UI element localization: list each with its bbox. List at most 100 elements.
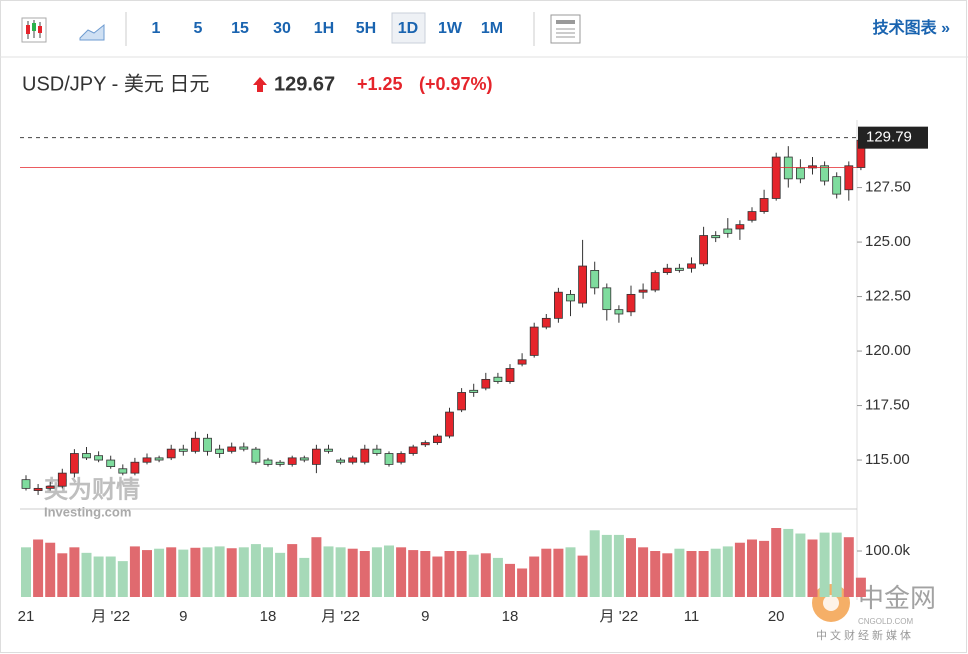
candle-body [190,437,200,452]
volume-bar [686,551,697,597]
candle-body [735,224,745,230]
candle-body [239,446,249,450]
logo-text: 中金网 [858,583,936,613]
candle-body [324,448,333,452]
interval-button[interactable]: 1H [314,20,334,37]
volume-bar [444,551,455,597]
candle-body [82,453,91,459]
technical-link[interactable]: 技术图表 » [873,18,950,37]
price-badge-label: 129.79 [866,129,912,146]
x-tick-label: 月 '22 [321,608,360,625]
volume-bar [45,542,56,597]
interval-button[interactable]: 1 [152,20,161,37]
candle-body [118,468,128,474]
candle-body [759,198,769,212]
volume-bar [238,547,249,597]
x-tick-label: 18 [260,608,277,625]
volume-bar [771,528,782,597]
candle-body [590,270,600,289]
interval-button[interactable]: 1W [438,20,463,37]
volume-bar [142,550,152,597]
y-tick-label: 127.50 [865,179,911,196]
candle-body [783,156,793,180]
volume-bar [105,556,116,597]
candle-body [57,472,67,487]
volume-bar [190,547,201,597]
candle-body [203,437,212,452]
interval-button[interactable]: 1D [398,20,418,37]
candle-body [614,309,624,315]
candle-body [481,378,491,389]
candle-body [554,291,563,319]
candle-body [844,165,854,191]
candle-body [142,457,152,463]
volume-bar [674,548,685,597]
volume-bar [420,551,431,597]
volume-bar [553,548,564,597]
volume-bar [541,548,552,597]
candle-icon[interactable] [21,17,47,43]
volume-bar [396,547,407,597]
candle-body [566,293,575,302]
candle-body [432,435,442,444]
interval-button[interactable]: 15 [231,20,249,37]
x-tick-label: 21 [18,608,35,625]
volume-bar [747,539,757,597]
candle-body [602,287,612,311]
volume-bar [577,555,588,597]
volume-bar [505,563,515,597]
candle-body [45,485,55,489]
candle-body [626,293,636,313]
candle-body [420,442,430,446]
active-interval [391,12,426,44]
change-pct: (+0.97%) [419,74,493,94]
volume-bar [710,548,721,597]
candle-body [130,461,140,474]
candle-body [493,376,503,382]
candle-body [106,459,116,467]
candle-body [505,368,515,382]
volume-bar [311,537,322,597]
volume-bar [384,545,394,597]
candle-body [348,457,358,463]
candle-body [469,389,479,393]
candle-body [808,165,817,169]
volume-bar [795,533,806,597]
candle-body [287,457,297,465]
volume-bar [468,554,479,597]
candle-body [311,448,321,465]
candle-body [687,263,696,269]
area-icon[interactable] [79,23,105,41]
volume-bar [214,546,225,597]
volume-bar [783,528,794,597]
interval-button[interactable]: 5H [356,20,376,37]
logo-site: CNGOLD.COM [858,617,913,626]
x-tick-label: 20 [768,608,785,625]
volume-bar [299,557,310,597]
volume-bar [287,544,298,597]
candle-body [723,228,733,234]
candle-body [517,359,527,365]
volume-bar [408,550,419,597]
volume-bar [601,534,612,597]
volume-bar [662,553,673,597]
volume-bar [129,546,140,597]
interval-button[interactable]: 30 [273,20,291,37]
candle-body [699,235,708,265]
pair-title: USD/JPY - 美元 日元 [22,72,209,95]
table-icon[interactable] [550,14,581,44]
plot [21,137,866,597]
candle-body [336,459,346,463]
candle-body [70,453,79,474]
interval-button[interactable]: 1M [481,20,503,37]
candle-body [771,156,781,199]
interval-button[interactable]: 5 [194,20,203,37]
volume-bar [529,556,540,597]
candle-body [360,448,370,463]
candle-body [178,448,188,452]
candle-body [578,265,587,304]
volume-tick-label: 100.0k [865,542,911,559]
volume-bar [759,540,770,597]
